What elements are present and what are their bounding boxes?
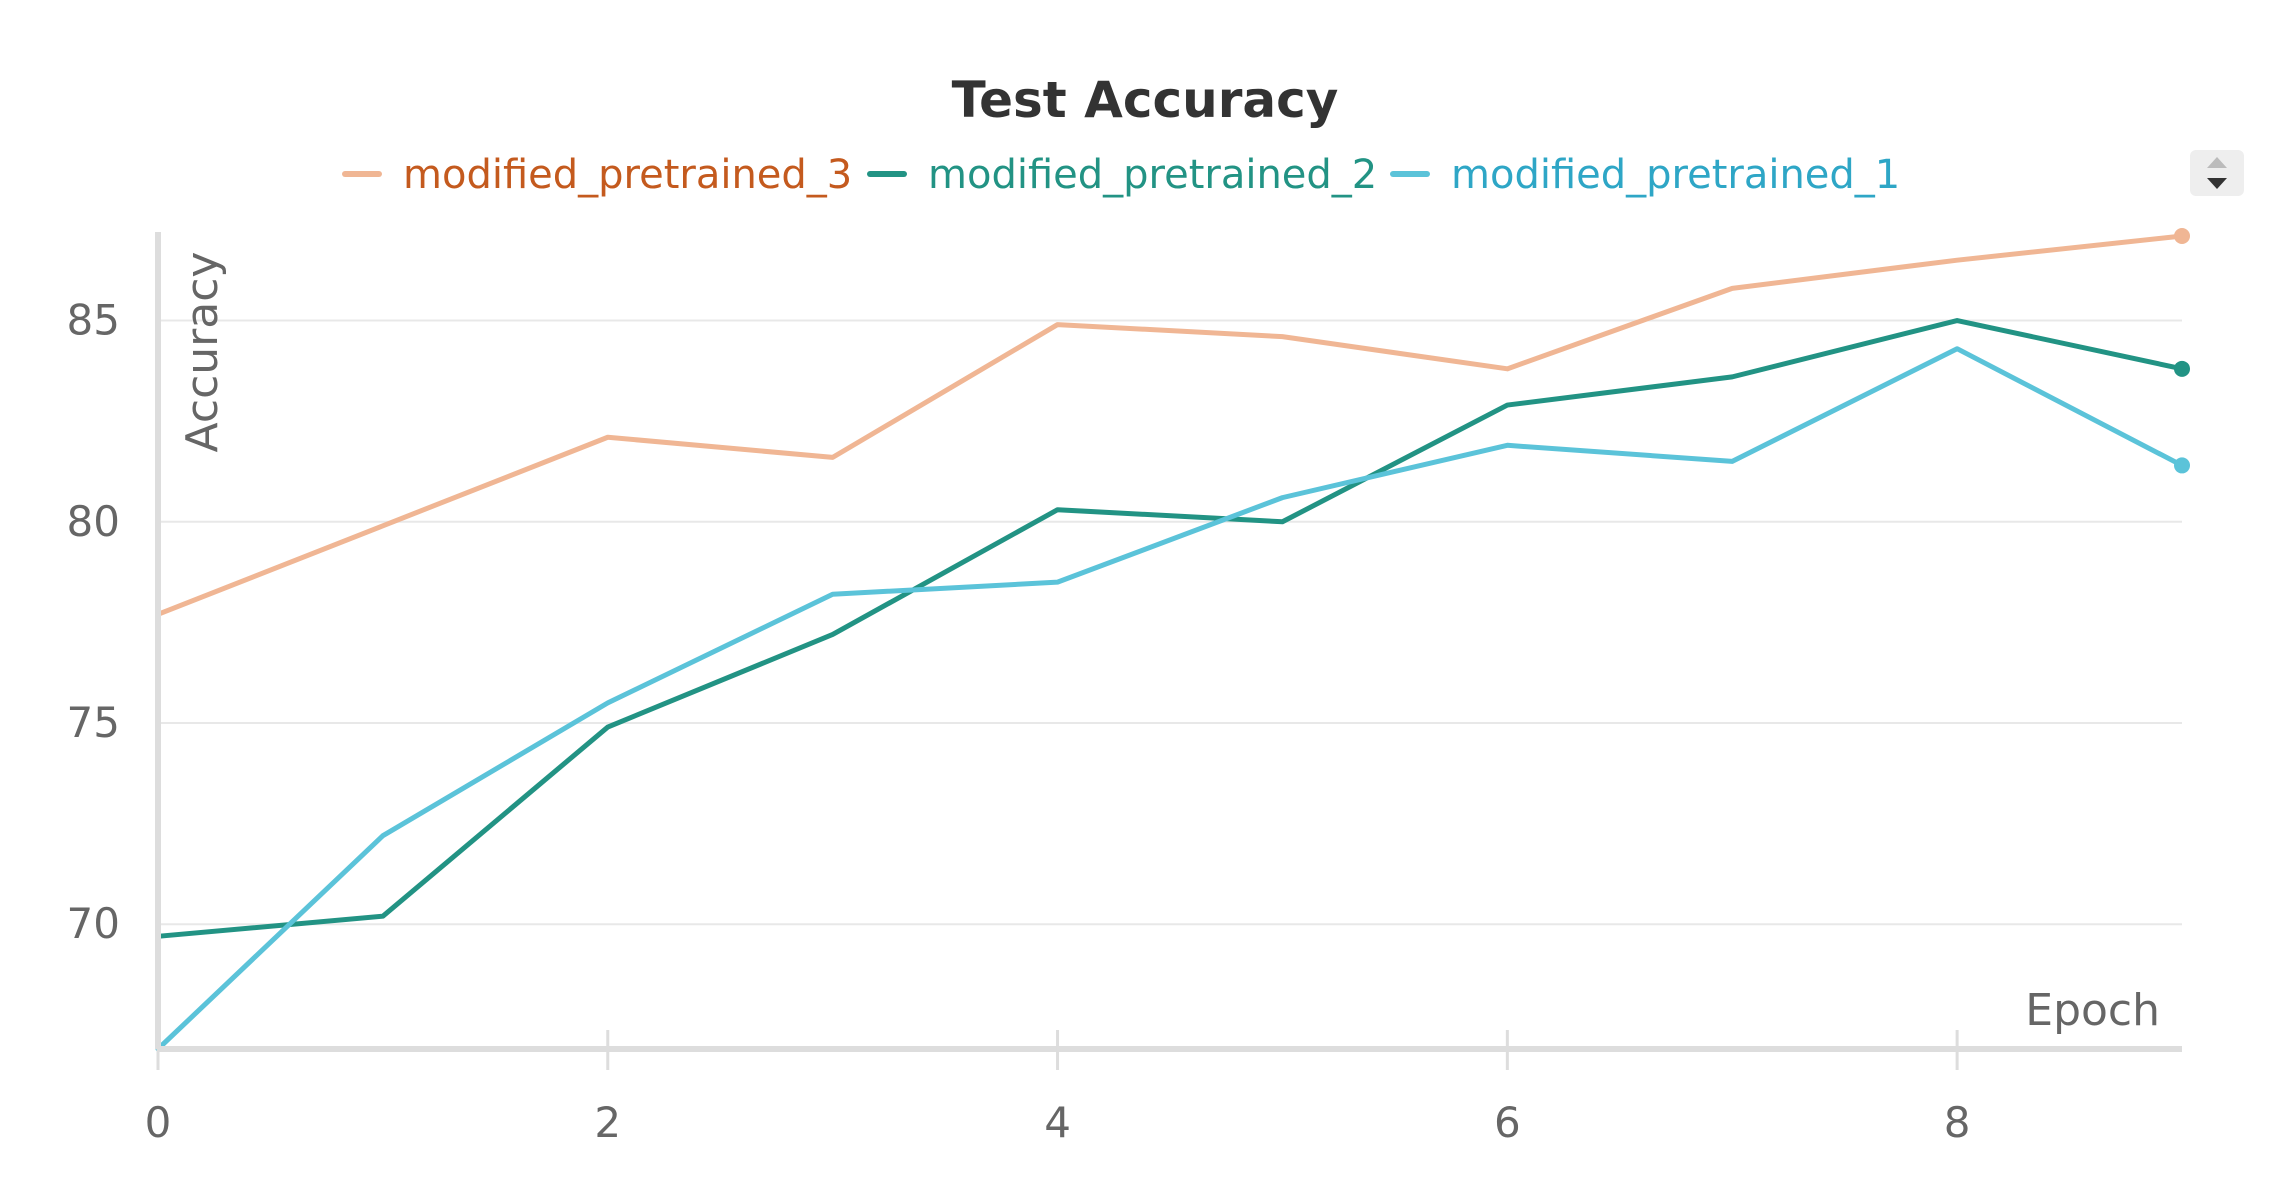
y-tick-label-75: 75 bbox=[67, 698, 120, 747]
legend-scroll-control[interactable] bbox=[2190, 150, 2244, 196]
scroll-down-icon[interactable] bbox=[2207, 178, 2227, 189]
series-end-point-modified_pretrained_3 bbox=[2174, 228, 2190, 245]
scroll-up-icon[interactable] bbox=[2207, 157, 2227, 168]
series-end-point-modified_pretrained_2 bbox=[2174, 360, 2190, 377]
x-tick-label-4: 4 bbox=[1044, 1098, 1071, 1147]
legend-label: modified_pretrained_3 bbox=[403, 152, 852, 198]
legend: modified_pretrained_3 modified_pretrained… bbox=[342, 152, 1900, 198]
legend-scroll-background bbox=[2190, 150, 2244, 196]
legend-item-modified_pretrained_3[interactable]: modified_pretrained_3 bbox=[342, 152, 852, 198]
y-axis-label: Accuracy bbox=[177, 252, 228, 453]
series-line-modified_pretrained_1 bbox=[155, 346, 2185, 1052]
y-tick-label-85: 85 bbox=[67, 296, 120, 345]
series-line-modified_pretrained_2 bbox=[155, 318, 2185, 939]
y-tick-label-80: 80 bbox=[67, 497, 120, 546]
y-tick-label-70: 70 bbox=[67, 899, 120, 948]
x-tick-label-6: 6 bbox=[1494, 1098, 1521, 1147]
grid-lines bbox=[158, 319, 2182, 926]
series-end-point-modified_pretrained_1 bbox=[2174, 457, 2190, 474]
series-line-modified_pretrained_3 bbox=[155, 233, 2185, 617]
series-group bbox=[155, 228, 2190, 1052]
x-tick-label-2: 2 bbox=[594, 1098, 621, 1147]
legend-label: modified_pretrained_2 bbox=[928, 152, 1377, 198]
y-ticks: 70 75 80 85 bbox=[67, 296, 120, 949]
x-tick-label-8: 8 bbox=[1944, 1098, 1971, 1147]
chart-title: Test Accuracy bbox=[952, 71, 1339, 129]
legend-label: modified_pretrained_1 bbox=[1451, 152, 1900, 198]
x-tick-label-0: 0 bbox=[145, 1098, 172, 1147]
x-ticks: 0 2 4 6 8 bbox=[145, 1030, 1971, 1147]
legend-item-modified_pretrained_2[interactable]: modified_pretrained_2 bbox=[867, 152, 1377, 198]
legend-item-modified_pretrained_1[interactable]: modified_pretrained_1 bbox=[1390, 152, 1900, 198]
x-axis-label: Epoch bbox=[2025, 985, 2160, 1036]
